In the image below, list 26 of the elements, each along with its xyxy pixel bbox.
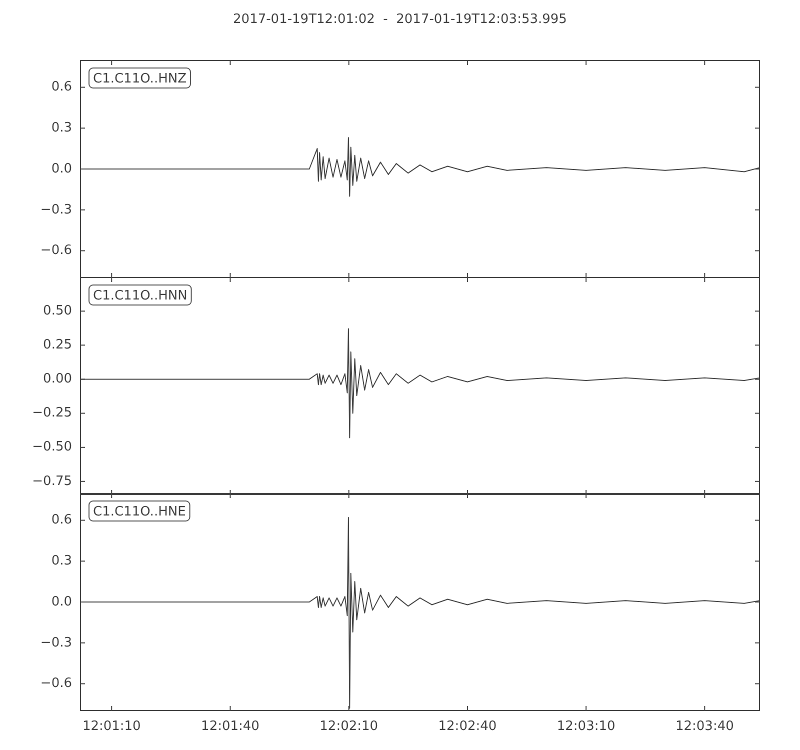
annotation: C1.C11O..HNN — [93, 288, 188, 303]
y-tick-label: 0.6 — [51, 80, 72, 95]
y-tick-label: −0.3 — [40, 202, 72, 218]
x-tick-label: 12:03:10 — [556, 719, 616, 734]
x-tick-label: 12:01:40 — [201, 719, 260, 734]
y-tick-label: 0.50 — [43, 302, 72, 318]
x-tick-label: 12:01:10 — [82, 719, 141, 734]
y-tick-label: 0.3 — [51, 120, 72, 136]
annotation: C1.C11O..HNZ — [93, 71, 187, 86]
y-tick-label: 0.0 — [51, 594, 72, 610]
x-tick-label: 12:02:10 — [320, 719, 378, 734]
y-tick-label: −0.6 — [40, 243, 72, 258]
annotation: C1.C11O..HNE — [93, 504, 186, 520]
y-tick-label: −0.50 — [32, 439, 72, 454]
y-tick-label: 0.6 — [51, 512, 72, 528]
y-tick-label: 0.0 — [51, 161, 72, 176]
y-tick-label: 0.3 — [51, 554, 72, 568]
x-tick-label: 12:03:40 — [675, 719, 734, 734]
y-tick-label: −0.75 — [32, 473, 72, 488]
y-tick-label: 0.00 — [43, 371, 72, 386]
x-tick-label: 12:02:40 — [438, 719, 497, 734]
y-tick-label: −0.6 — [40, 676, 72, 692]
y-tick-label: −0.3 — [40, 635, 72, 650]
y-tick-label: 0.25 — [43, 337, 72, 352]
y-tick-label: −0.25 — [32, 405, 72, 420]
chart-title: 2017-01-19T12:01:02 - 2017-01-19T12:03:53.995 — [232, 12, 568, 27]
